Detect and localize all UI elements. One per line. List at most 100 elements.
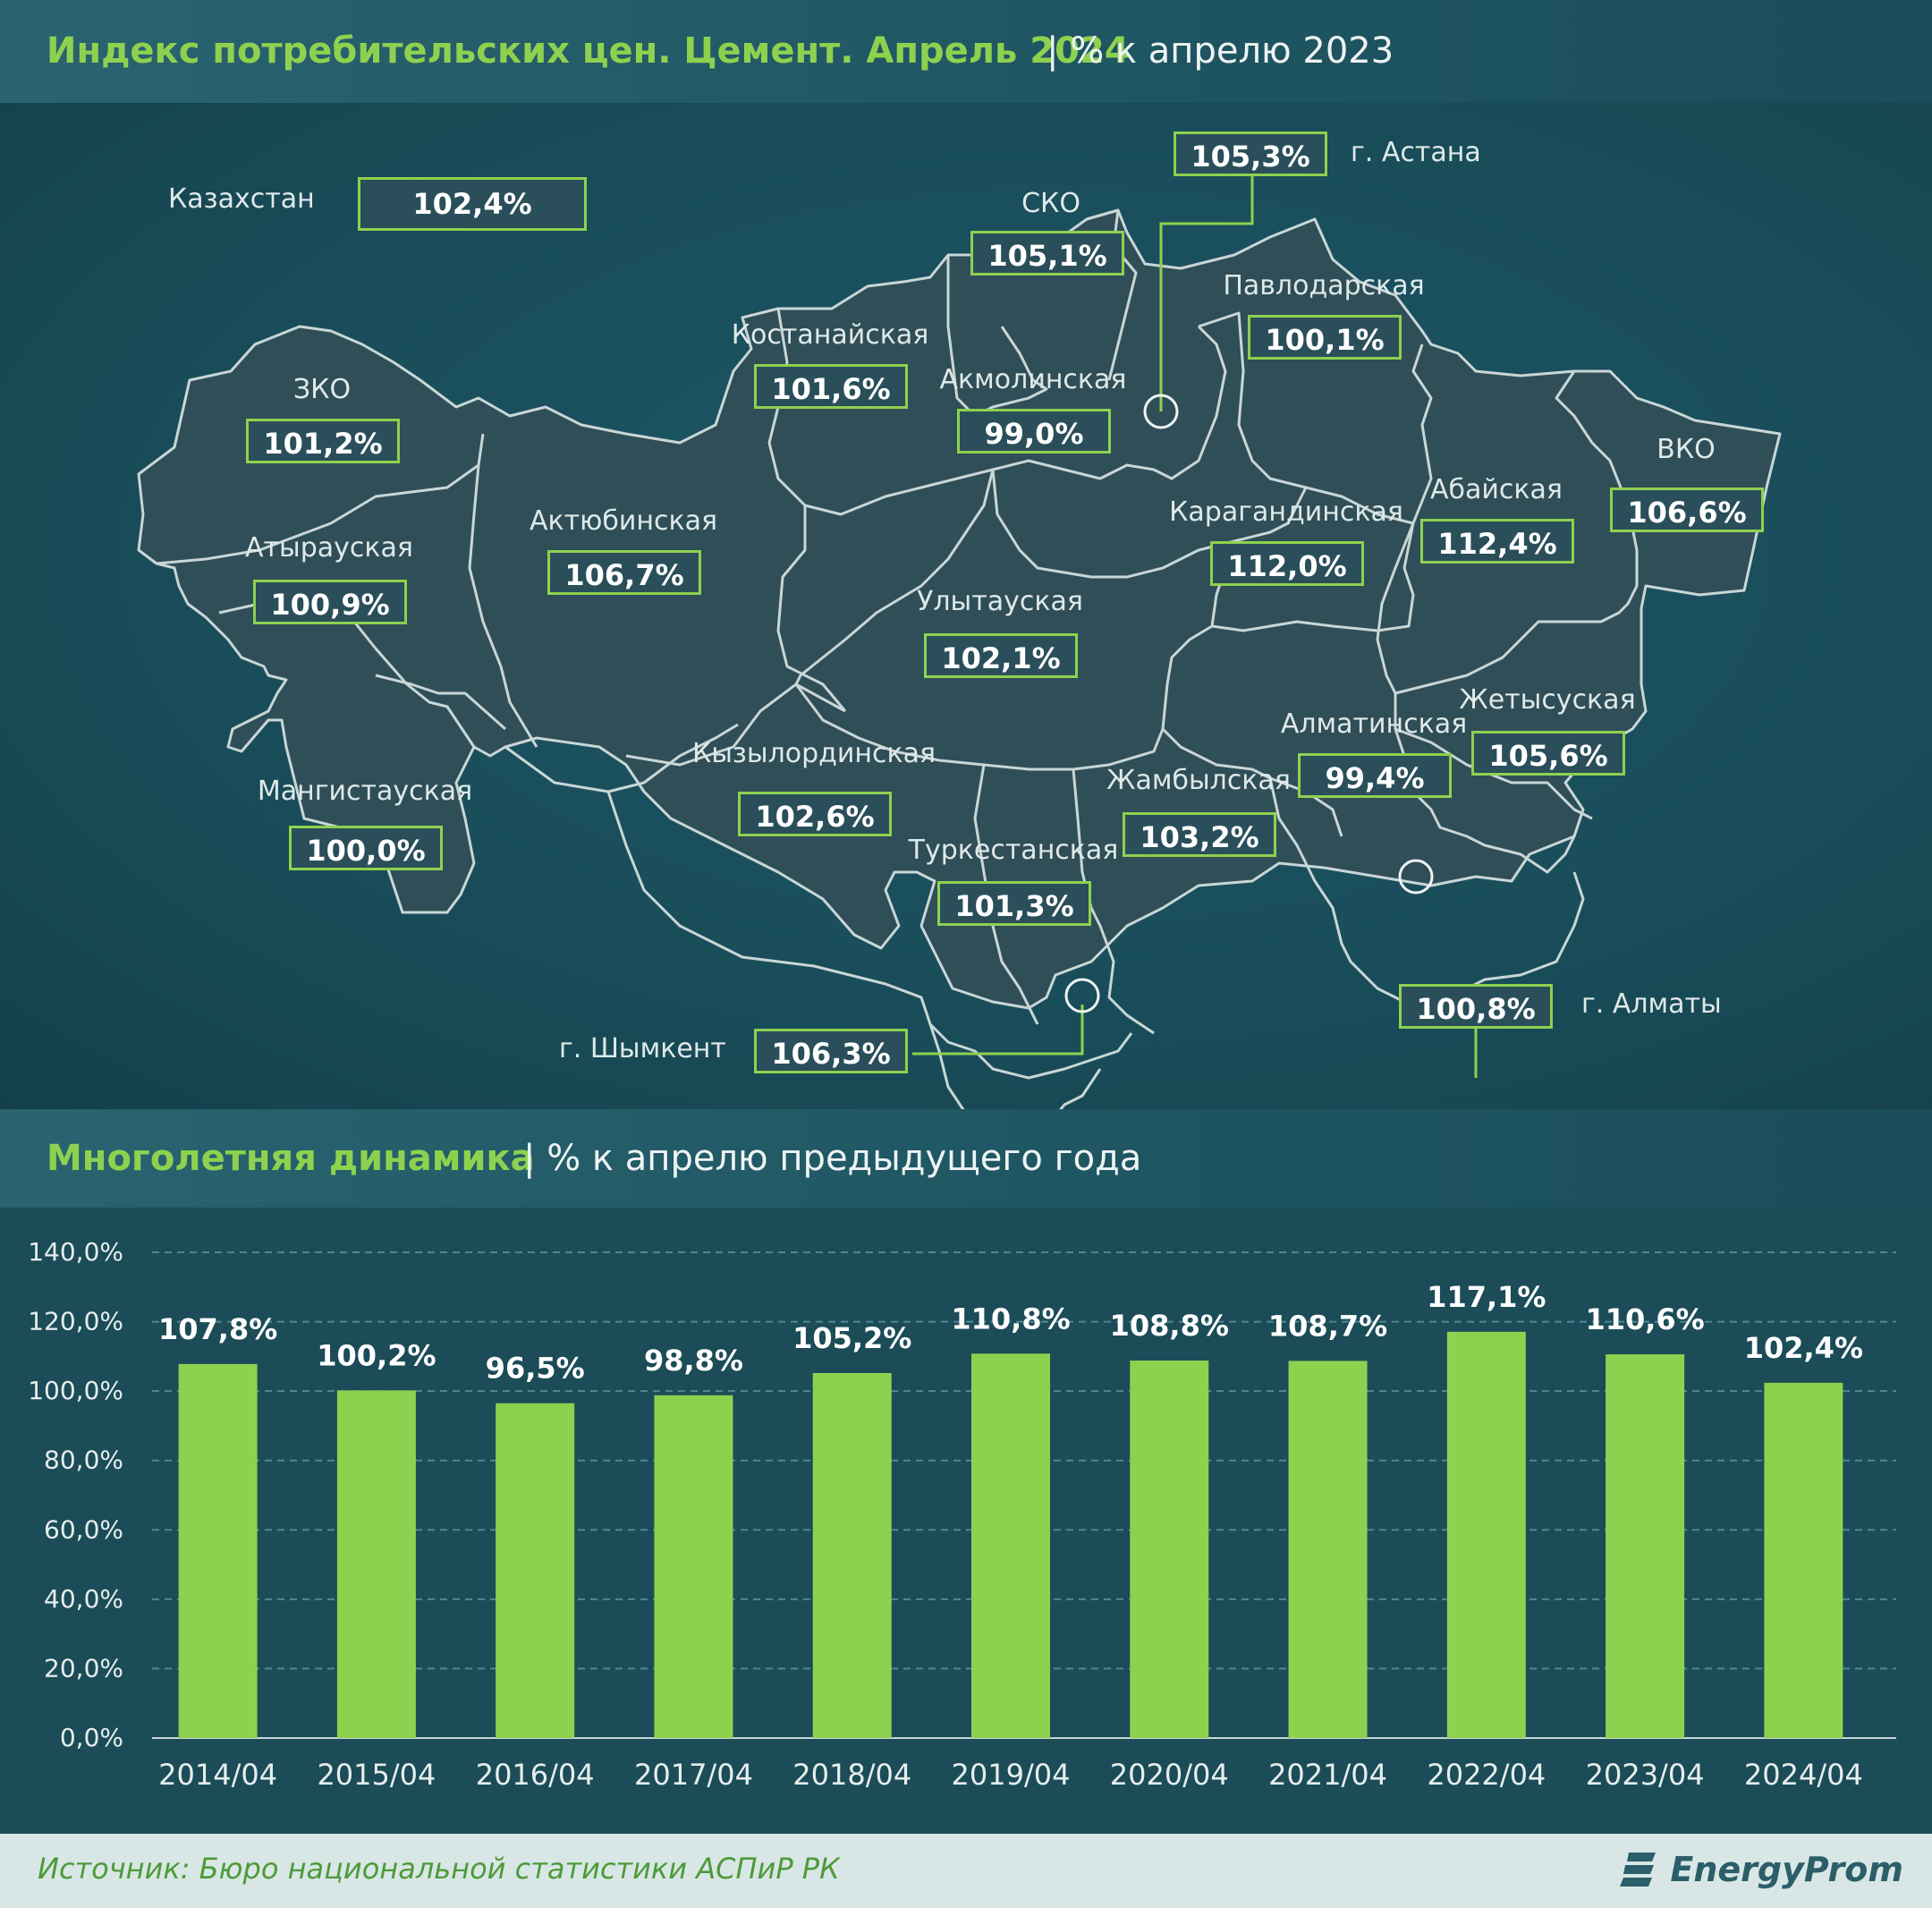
x-tick-label: 2017/04 bbox=[634, 1758, 753, 1792]
label-karaganda: Карагандинская bbox=[1169, 496, 1403, 528]
x-tick-label: 2018/04 bbox=[792, 1758, 911, 1792]
border-ulytau-south bbox=[794, 549, 1227, 771]
bar bbox=[336, 1390, 416, 1738]
border-turkestan-south bbox=[928, 1022, 1133, 1080]
border-karaganda-north bbox=[991, 469, 1308, 579]
label-akmola: Акмолинская bbox=[939, 364, 1127, 395]
value-pavlodar: 100,1% bbox=[1248, 315, 1402, 360]
footer: Источник: Бюро национальной статистики А… bbox=[0, 1834, 1932, 1908]
label-vko: ВКО bbox=[1657, 434, 1716, 465]
bar bbox=[971, 1353, 1050, 1738]
value-almaty-region: 99,4% bbox=[1298, 753, 1452, 798]
value-zhetysu: 105,6% bbox=[1471, 731, 1625, 776]
value-mangystau: 100,0% bbox=[289, 826, 443, 870]
map-header: Индекс потребительских цен. Цемент. Апре… bbox=[0, 0, 1932, 103]
y-tick-label: 40,0% bbox=[44, 1584, 123, 1614]
value-astana: 105,3% bbox=[1174, 131, 1327, 176]
data-label: 117,1% bbox=[1427, 1280, 1546, 1314]
bar bbox=[654, 1395, 733, 1738]
value-abai: 112,4% bbox=[1420, 519, 1574, 564]
label-mangystau: Мангистауская bbox=[257, 776, 473, 807]
shymkent-marker bbox=[1064, 978, 1100, 1013]
border-zko bbox=[156, 433, 485, 565]
border-ulytau bbox=[794, 469, 995, 685]
energyprom-logo-icon bbox=[1620, 1853, 1657, 1887]
border-kyzylorda bbox=[606, 791, 932, 1025]
border-turkestan bbox=[973, 764, 1039, 1025]
bar-chart: 0,0% 20,0% 40,0% 60,0% 80,0% 100,0% 120,0% 140,… bbox=[28, 1237, 1896, 1792]
border-aktobe-south bbox=[504, 723, 739, 793]
bar bbox=[1446, 1331, 1526, 1738]
y-tick-label: 20,0% bbox=[44, 1653, 123, 1683]
label-kostanay: Костанайская bbox=[731, 319, 929, 351]
data-label: 105,2% bbox=[792, 1321, 911, 1355]
map-title: Индекс потребительских цен. Цемент. Апре… bbox=[47, 30, 1130, 72]
x-tick-label: 2014/04 bbox=[158, 1758, 277, 1792]
kazakhstan-map bbox=[137, 174, 1782, 1109]
energyprom-logo: EnergyProm bbox=[1620, 1846, 1903, 1893]
map-subtitle: | % к апрелю 2023 bbox=[1046, 30, 1394, 72]
logo-text: EnergyProm bbox=[1670, 1850, 1903, 1889]
bar bbox=[496, 1403, 575, 1738]
value-aktobe: 106,7% bbox=[547, 550, 701, 595]
value-karaganda: 112,0% bbox=[1210, 541, 1364, 586]
value-turkestan: 101,3% bbox=[937, 881, 1091, 926]
bar bbox=[1764, 1382, 1843, 1738]
data-label: 107,8% bbox=[158, 1312, 277, 1346]
label-almaty-region: Алматинская bbox=[1280, 708, 1468, 740]
bar bbox=[178, 1363, 258, 1738]
data-label: 108,8% bbox=[1110, 1309, 1229, 1343]
y-tick-label: 140,0% bbox=[28, 1237, 123, 1267]
label-zhetysu: Жетысуская bbox=[1459, 684, 1636, 716]
region-borders bbox=[156, 208, 1639, 1109]
label-abai: Абайская bbox=[1430, 474, 1563, 505]
astana-marker bbox=[1143, 394, 1179, 429]
value-shymkent: 106,3% bbox=[754, 1029, 908, 1073]
bar bbox=[812, 1372, 892, 1738]
city-markers bbox=[1064, 394, 1434, 1013]
value-kazakhstan: 102,4% bbox=[358, 177, 587, 231]
astana-leader bbox=[1159, 174, 1254, 411]
shymkent-leader bbox=[912, 1005, 1084, 1056]
value-akmola: 99,0% bbox=[957, 409, 1111, 454]
x-tick-label: 2015/04 bbox=[317, 1758, 436, 1792]
x-tick-label: 2020/04 bbox=[1110, 1758, 1229, 1792]
border-akmola bbox=[804, 325, 1227, 516]
data-label: 110,6% bbox=[1585, 1302, 1704, 1336]
value-zko: 101,2% bbox=[246, 419, 400, 463]
y-tick-label: 0,0% bbox=[60, 1723, 123, 1752]
chart-panel: 0,0% 20,0% 40,0% 60,0% 80,0% 100,0% 120,0% 140,… bbox=[0, 1208, 1932, 1834]
y-tick-label: 120,0% bbox=[28, 1307, 123, 1336]
x-tick-label: 2019/04 bbox=[952, 1758, 1071, 1792]
border-vko bbox=[1555, 370, 1639, 586]
data-label: 100,2% bbox=[317, 1338, 436, 1372]
border-aktobe-west bbox=[468, 464, 538, 748]
map-panel: Казахстан 102,4% г. Астана 105,3% СКО 10… bbox=[0, 103, 1932, 1109]
bar bbox=[1130, 1361, 1209, 1738]
label-turkestan: Туркестанская bbox=[908, 835, 1119, 866]
label-zko: ЗКО bbox=[292, 374, 352, 405]
chart-title: Многолетняя динамика bbox=[47, 1138, 535, 1179]
border-zhambyl bbox=[1072, 768, 1155, 1035]
value-ulytau: 102,1% bbox=[924, 633, 1078, 678]
border-zhetysu-south bbox=[1394, 727, 1593, 820]
x-tick-label: 2021/04 bbox=[1268, 1758, 1387, 1792]
label-sko: СКО bbox=[1021, 188, 1080, 219]
x-tick-label: 2024/04 bbox=[1744, 1758, 1863, 1792]
border-almaty bbox=[1268, 777, 1585, 1008]
almaty-marker bbox=[1398, 859, 1434, 895]
y-tick-label: 80,0% bbox=[44, 1446, 123, 1475]
data-label: 110,8% bbox=[951, 1302, 1070, 1336]
value-almaty-city: 100,8% bbox=[1399, 984, 1553, 1029]
x-tick-label: 2016/04 bbox=[476, 1758, 595, 1792]
bar bbox=[1606, 1354, 1685, 1738]
value-kyzylorda: 102,6% bbox=[738, 792, 892, 836]
label-pavlodar: Павлодарская bbox=[1223, 270, 1425, 301]
chart-header: Многолетняя динамика | % к апрелю предыд… bbox=[0, 1109, 1932, 1208]
label-kyzylorda: Кызылординская bbox=[691, 738, 936, 769]
label-ulytau: Улытауская bbox=[917, 586, 1083, 617]
label-shymkent: г. Шымкент bbox=[559, 1033, 726, 1064]
data-label: 98,8% bbox=[644, 1344, 743, 1378]
y-tick-label: 60,0% bbox=[44, 1514, 123, 1544]
border-shymkent-area bbox=[928, 1023, 1102, 1109]
